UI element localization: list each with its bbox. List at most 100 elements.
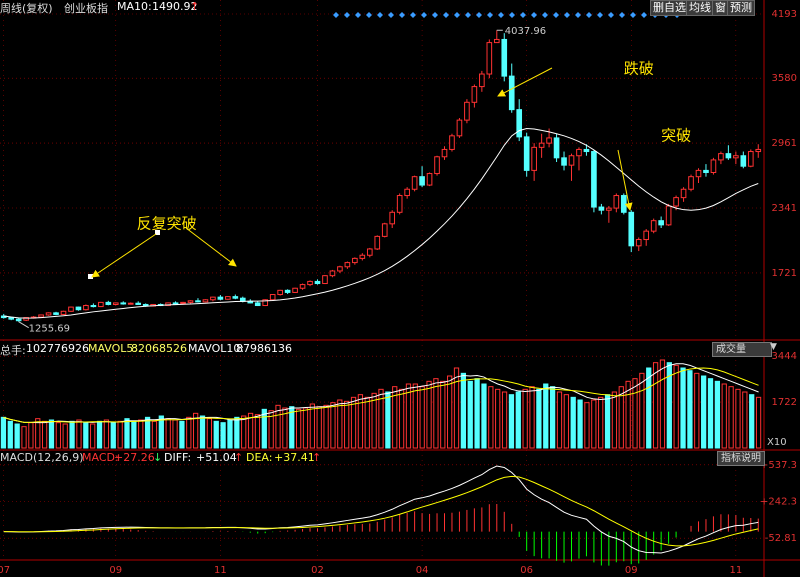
- volume-bar: [735, 388, 741, 449]
- candle-body: [658, 220, 664, 226]
- candle-body: [165, 302, 171, 307]
- time-tick-label: 07: [0, 565, 10, 576]
- annotation-anchor-point: [155, 230, 160, 235]
- macd-value-label: MACD:: [82, 451, 119, 464]
- candle-body: [217, 296, 224, 300]
- volume-bar: [90, 423, 96, 449]
- volume-bar: [529, 386, 535, 449]
- event-marker-icon: [553, 12, 559, 18]
- volume-bar: [639, 372, 645, 449]
- candle-body: [314, 280, 321, 285]
- candle-body: [53, 312, 59, 315]
- candle-body: [98, 301, 104, 308]
- volume-bar: [124, 418, 130, 449]
- candle-body: [523, 136, 530, 171]
- event-marker-icon: [498, 12, 504, 18]
- event-marker-icon: [564, 12, 570, 18]
- volume-bar: [69, 420, 75, 449]
- candle-body: [680, 188, 687, 199]
- macd-tick-label: +537.3: [760, 460, 797, 471]
- candle-body: [195, 300, 201, 303]
- volume-bar: [714, 380, 721, 449]
- volume-bar: [501, 391, 508, 449]
- event-marker-icon: [597, 12, 603, 18]
- volume-bar: [330, 402, 336, 449]
- volume-bar: [577, 399, 583, 449]
- annotation-arrow: [617, 149, 633, 211]
- volume-bar: [172, 419, 178, 449]
- ma-label: MA10:: [117, 0, 152, 13]
- candle-body: [449, 135, 455, 150]
- event-marker-icon: [366, 12, 372, 18]
- candle-body: [650, 220, 657, 232]
- candle-body: [277, 289, 283, 296]
- volume-bar: [151, 420, 158, 449]
- candle-body: [411, 176, 418, 190]
- price-tick-label: 2341: [772, 203, 797, 214]
- mavol5-label: MAVOL5:: [88, 342, 138, 355]
- volume-bar: [371, 392, 377, 449]
- indicator-help-button[interactable]: 指标说明: [717, 451, 765, 466]
- candle-body: [553, 137, 560, 159]
- mavol5-line: [3, 363, 759, 424]
- candle-body: [501, 38, 508, 77]
- candle-body: [688, 176, 694, 190]
- volume-bar: [7, 420, 13, 449]
- candle-body: [8, 317, 15, 320]
- volume-indicator-dropdown[interactable]: 成交量: [712, 342, 772, 357]
- candle-body: [591, 151, 597, 208]
- price-tick-label: 2961: [772, 138, 797, 149]
- remove-favorite-button[interactable]: 删自选: [650, 0, 689, 16]
- volume-bar: [666, 362, 672, 449]
- volume-bar: [247, 412, 254, 449]
- event-marker-icon: [520, 12, 526, 18]
- volume-bar: [673, 364, 679, 449]
- candle-body: [635, 239, 642, 247]
- volume-bar: [460, 372, 467, 449]
- low-marker-line: [18, 321, 29, 329]
- candle-body: [464, 101, 470, 121]
- candle-body: [628, 211, 635, 247]
- candle-body: [172, 302, 179, 305]
- volume-bar: [344, 400, 350, 449]
- high-price-label: 4037.96: [505, 26, 546, 37]
- volume-bar: [618, 386, 624, 449]
- volume-bar: [28, 422, 34, 449]
- volume-bar: [749, 394, 755, 449]
- event-marker-icon: [377, 12, 383, 18]
- volume-bar: [103, 419, 110, 449]
- ma-button[interactable]: 均线: [686, 0, 714, 16]
- candle-body: [740, 155, 747, 167]
- candle-body: [665, 205, 672, 226]
- dea-line: [3, 475, 759, 547]
- candle-body: [703, 169, 709, 173]
- candle-body: [456, 119, 463, 137]
- predict-button[interactable]: 预测: [727, 0, 755, 16]
- volume-bar: [302, 407, 309, 449]
- volume-bar: [584, 402, 590, 449]
- candle-body: [120, 302, 127, 305]
- mavol10-value: 87986136: [236, 342, 292, 355]
- period-label: 周线(复权): [0, 2, 53, 15]
- annotation-breakdown: 跌破: [624, 59, 654, 77]
- candle-body: [135, 302, 142, 305]
- event-marker-icon: [608, 12, 614, 18]
- volume-bar: [254, 414, 261, 449]
- ma-arrow: ↑: [190, 0, 200, 13]
- event-marker-icon: [586, 12, 592, 18]
- volume-bar: [474, 378, 480, 449]
- macd-down-arrow-icon: ↓: [153, 451, 163, 464]
- volume-bar: [426, 380, 432, 449]
- volume-bar: [652, 362, 659, 449]
- volume-bar: [213, 420, 219, 449]
- volume-bar: [337, 399, 343, 449]
- event-marker-icon: [575, 12, 581, 18]
- dropdown-arrow-icon[interactable]: ▼: [770, 342, 777, 352]
- volume-unit-label: X10: [767, 437, 787, 448]
- volume-bar: [76, 419, 82, 449]
- volume-bar: [14, 423, 20, 449]
- volume-bar: [481, 383, 487, 449]
- candle-body: [127, 302, 134, 305]
- volume-bar: [55, 422, 61, 449]
